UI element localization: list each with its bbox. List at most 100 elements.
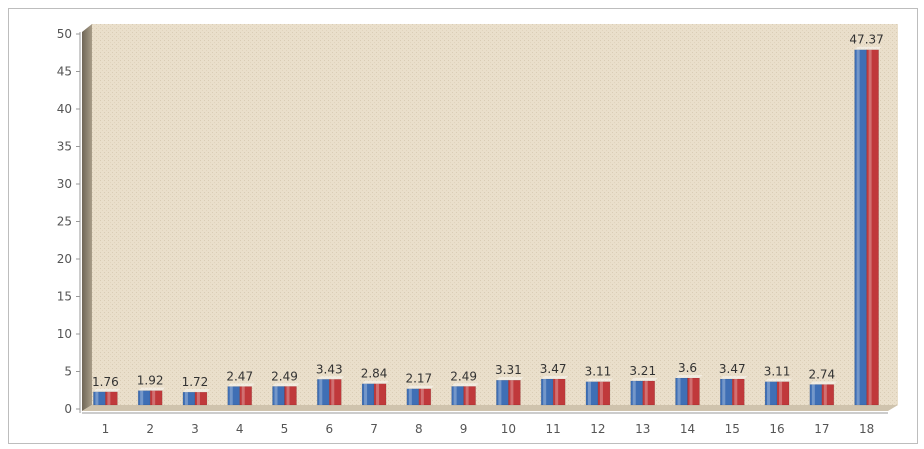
bar-top (93, 388, 109, 392)
bar (418, 388, 432, 406)
bar (731, 378, 745, 406)
bar-top (732, 375, 748, 379)
x-tick-label: 16 (769, 422, 784, 436)
bar (630, 380, 644, 406)
bar (719, 378, 733, 406)
bar (451, 386, 464, 406)
data-label: 3.47 (540, 362, 567, 376)
bar (272, 386, 285, 406)
bar-top (777, 378, 793, 382)
bar-top (105, 388, 121, 392)
bar (687, 377, 700, 406)
bar (105, 391, 118, 406)
data-label: 47.37 (849, 33, 883, 47)
x-tick-label: 18 (859, 422, 874, 436)
data-labels: 1.76 1.92 1.72 2.47 2.49 3.43 2.84 2.17 2.49 3.31… (92, 33, 884, 389)
bar-highlight (95, 391, 99, 405)
x-tick-label: 3 (191, 422, 199, 436)
x-tick-label: 9 (460, 422, 468, 436)
bar (328, 378, 342, 406)
y-tick-label: 10 (57, 327, 72, 341)
bar-top (541, 375, 557, 379)
data-label: 3.21 (629, 364, 656, 378)
y-tick-label: 50 (57, 27, 72, 41)
bar-top (272, 383, 288, 387)
bar-highlight (286, 386, 290, 405)
bar (866, 49, 879, 406)
bar (642, 380, 656, 406)
bar-top (138, 387, 154, 391)
bar (675, 377, 688, 406)
bar-top (675, 375, 691, 378)
y-tick-label: 45 (57, 65, 72, 79)
bar (149, 390, 163, 406)
bar-top (687, 375, 703, 378)
x-tick-label: 12 (590, 422, 605, 436)
bar-highlight (196, 392, 200, 405)
bar-highlight (734, 378, 738, 405)
bar-top (597, 378, 613, 382)
bar-highlight (543, 378, 547, 405)
bar-top (194, 389, 210, 393)
data-label: 2.84 (361, 367, 388, 381)
data-label: 1.72 (182, 375, 209, 389)
bar-highlight (811, 384, 815, 405)
bar-top (496, 377, 512, 381)
bar (93, 391, 106, 406)
bar-highlight (319, 379, 323, 405)
bar-highlight (632, 380, 636, 405)
data-label: 3.47 (719, 362, 746, 376)
bar-top (866, 46, 882, 50)
bar-highlight (274, 386, 278, 405)
data-label: 3.11 (764, 365, 791, 379)
y-tick-label: 15 (57, 290, 72, 304)
y-tick-label: 25 (57, 215, 72, 229)
x-tick-label: 4 (236, 422, 244, 436)
x-tick-label: 2 (146, 422, 154, 436)
bar-top (854, 46, 870, 50)
x-tick-label: 17 (814, 422, 829, 436)
bar (597, 381, 611, 406)
x-tick-label: 13 (635, 422, 650, 436)
y-tick-label: 5 (64, 365, 72, 379)
bar-highlight (331, 379, 335, 405)
bar-highlight (229, 386, 233, 405)
bar (540, 378, 554, 406)
data-label: 3.43 (316, 362, 343, 376)
bar-highlight (677, 378, 681, 405)
bar-highlight (779, 381, 783, 405)
bar (854, 49, 867, 406)
y-tick-label: 0 (64, 402, 72, 416)
bar (239, 386, 253, 406)
bar-highlight (152, 390, 156, 405)
bar-top (284, 383, 300, 387)
x-tick-label: 7 (370, 422, 378, 436)
bar (552, 378, 566, 406)
x-tick-label: 11 (546, 422, 561, 436)
bar (227, 386, 241, 406)
bar-top (720, 375, 736, 379)
bar-top (765, 378, 781, 382)
bar-top (150, 387, 166, 391)
bar-top (406, 385, 422, 389)
bar-highlight (107, 391, 111, 405)
bar-top (451, 383, 467, 387)
bar-highlight (856, 49, 860, 405)
bar-highlight (823, 384, 827, 405)
bar-top (317, 376, 333, 380)
bar-highlight (599, 381, 603, 405)
bar (182, 391, 196, 406)
bar-highlight (644, 380, 648, 405)
bar-top (821, 381, 837, 385)
data-label: 3.6 (678, 361, 697, 375)
bar (137, 390, 151, 406)
bar-top (418, 385, 434, 389)
bar (809, 384, 823, 406)
bar-top (182, 389, 198, 393)
bar-top (809, 381, 825, 385)
bar-top (508, 377, 524, 381)
bar-highlight (510, 380, 514, 405)
bar (496, 379, 509, 406)
